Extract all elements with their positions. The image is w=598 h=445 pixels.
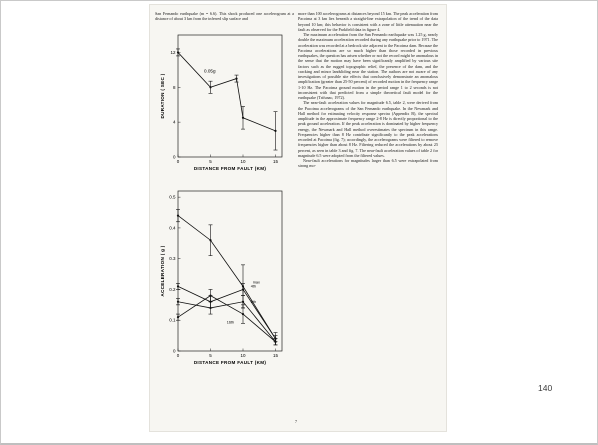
y-axis-label: DURATION ( SEC ) (160, 73, 165, 118)
right-paragraph: The maximum acceleration from the San Fe… (298, 32, 438, 100)
series-max-point (176, 214, 180, 217)
series-label: 8th (251, 300, 256, 304)
x-tick-label: 5 (209, 353, 212, 358)
y-tick-label: 8 (173, 85, 176, 90)
series-16th-point (274, 340, 277, 343)
y-tick-label: 0.5 (169, 195, 176, 200)
plot-frame (177, 190, 283, 352)
y-tick-label: 0 (173, 349, 176, 354)
right-paragraph: more than 100 accelerograms at distances… (298, 11, 438, 32)
duration-point (235, 77, 238, 80)
plot-frame (177, 34, 283, 158)
y-tick-label: 0.1 (169, 318, 176, 323)
x-tick-label: 10 (240, 353, 246, 358)
series-label: 16th (227, 320, 234, 324)
page-number: 7 (295, 419, 297, 424)
duration-point (209, 86, 212, 89)
series-4th-point (241, 288, 245, 291)
right-paragraph: Near-fault accelerations for magnitudes … (298, 158, 438, 169)
x-tick-label: 5 (209, 159, 212, 164)
figure-duration: 0 5 10 15 0 4 8 12 DISTANCE FROM FAULT (KM) DURAT… (154, 29, 294, 179)
series-label: max (253, 280, 260, 284)
figure-acceleration: 0 5 10 15 0 0.1 0.2 0.3 0.4 0.5 DISTANCE FROM FAUL… (154, 185, 294, 375)
y-tick-label: 0.4 (169, 225, 176, 230)
series-8th-point (241, 300, 245, 303)
series-8th-point (209, 306, 212, 310)
series-16th-point (241, 312, 245, 316)
y-tick-label: 0.2 (169, 287, 176, 292)
x-tick-label: 0 (177, 353, 180, 358)
duration-line (177, 52, 276, 132)
series-max-point (209, 239, 212, 242)
series-16th-point (176, 316, 180, 319)
right-paragraph: The near-fault acceleration values for m… (298, 100, 438, 158)
y-tick-label: 0 (173, 155, 176, 160)
x-tick-label: 0 (177, 159, 180, 164)
x-tick-label: 15 (273, 353, 279, 358)
left-intro-text: San Fernando earthquake (m = 6.6). This … (155, 11, 294, 22)
duration-chart: 0 5 10 15 0 4 8 12 DISTANCE FROM FAULT (KM) DURAT… (160, 34, 283, 171)
x-tick-label: 15 (273, 159, 279, 164)
y-tick-label: 4 (173, 120, 176, 125)
duration-point (176, 51, 180, 54)
duration-point (241, 116, 245, 119)
series-4th-line (177, 286, 276, 339)
series-16th-line (177, 295, 276, 343)
curve-annotation: 0.05g (204, 68, 216, 73)
right-column: more than 100 accelerograms at distances… (298, 11, 438, 169)
scanned-page: San Fernando earthquake (m = 6.6). This … (150, 5, 446, 431)
acceleration-chart: 0 5 10 15 0 0.1 0.2 0.3 0.4 0.5 DISTANCE FROM FAUL… (160, 190, 283, 365)
y-tick-label: 12 (170, 50, 176, 55)
x-axis-label: DISTANCE FROM FAULT (KM) (194, 360, 267, 365)
x-tick-label: 10 (240, 159, 246, 164)
y-axis-label: ACCELERATION ( g ) (160, 245, 165, 296)
series-16th-point (209, 294, 212, 297)
x-axis-label: DISTANCE FROM FAULT (KM) (194, 166, 267, 171)
y-tick-label: 0.3 (169, 256, 176, 261)
slide-number: 140 (538, 383, 553, 393)
series-8th-point (176, 300, 180, 303)
series-4th-point (176, 285, 180, 288)
left-column: San Fernando earthquake (m = 6.6). This … (155, 11, 294, 22)
series-max-line (177, 215, 276, 339)
series-label: 4th (251, 285, 256, 289)
duration-point (274, 129, 277, 132)
